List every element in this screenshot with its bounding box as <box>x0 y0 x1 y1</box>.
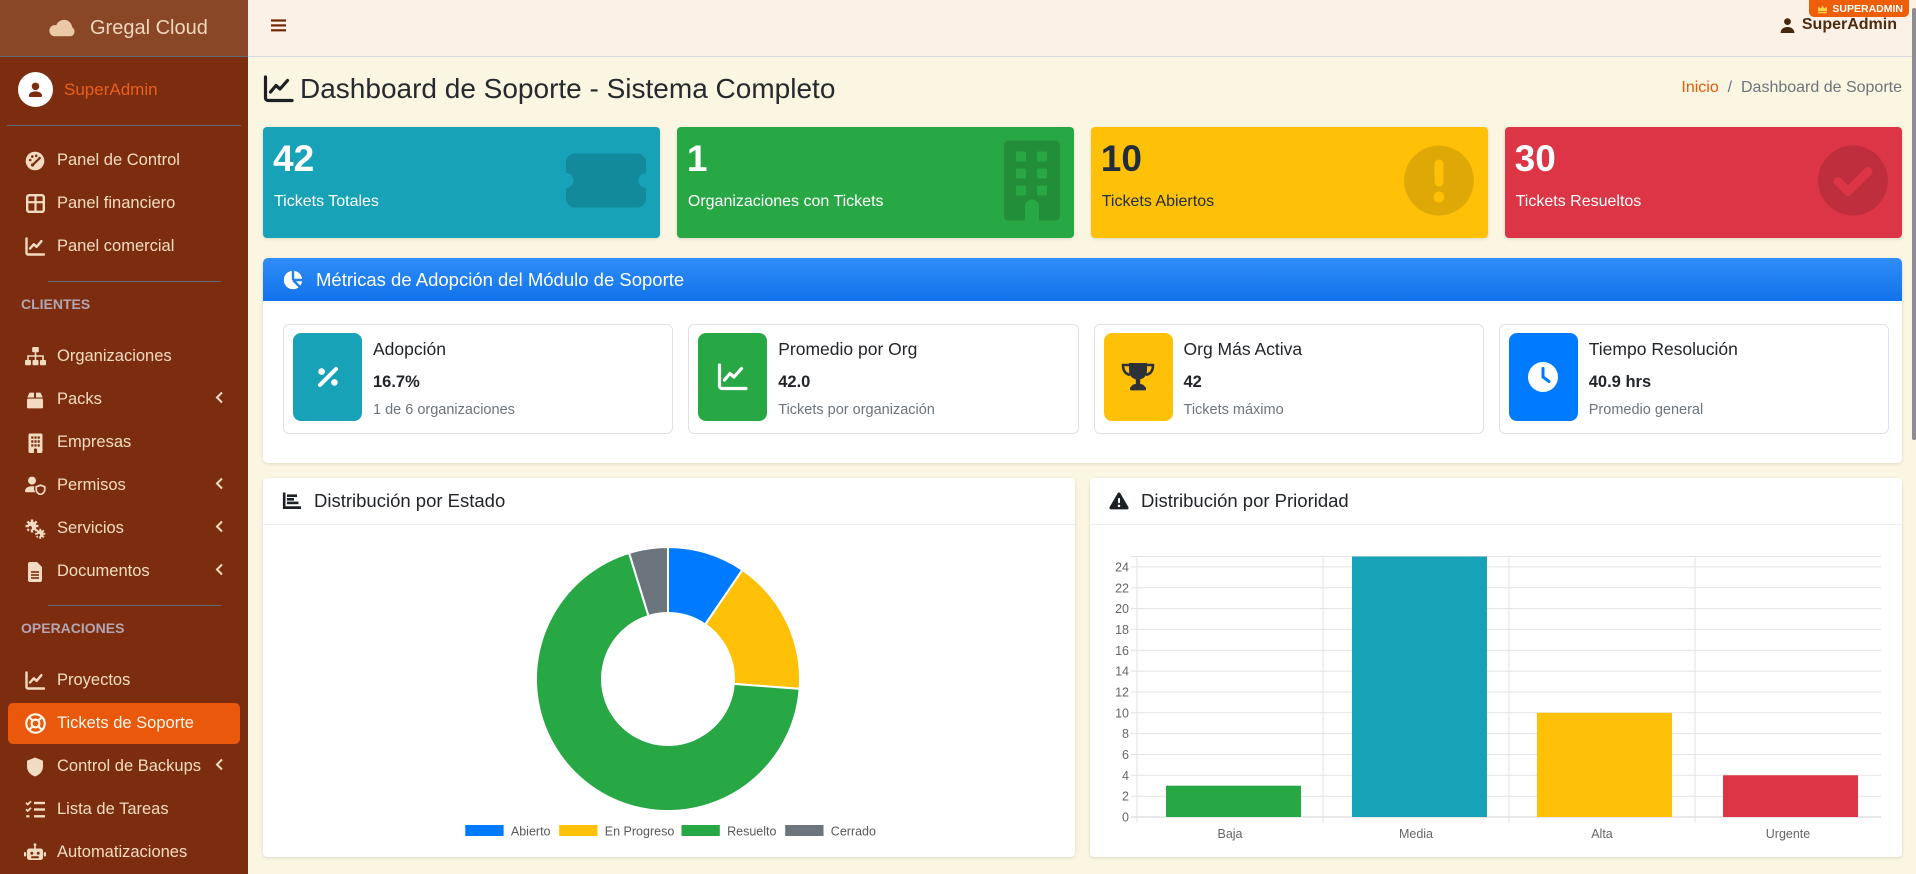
svg-text:4: 4 <box>1122 769 1129 783</box>
svg-text:0: 0 <box>1122 811 1129 825</box>
svg-text:16: 16 <box>1115 644 1129 658</box>
svg-text:24: 24 <box>1115 560 1129 574</box>
svg-text:8: 8 <box>1122 727 1129 741</box>
svg-text:12: 12 <box>1115 686 1129 700</box>
svg-text:Baja: Baja <box>1217 827 1242 841</box>
svg-text:10: 10 <box>1115 706 1129 720</box>
svg-text:En Progreso: En Progreso <box>605 825 675 839</box>
svg-text:6: 6 <box>1122 748 1129 762</box>
svg-text:Resuelto: Resuelto <box>727 825 776 839</box>
svg-text:2: 2 <box>1122 790 1129 804</box>
svg-text:Alta: Alta <box>1591 827 1613 841</box>
svg-text:Abierto: Abierto <box>511 825 551 839</box>
svg-text:Urgente: Urgente <box>1766 827 1811 841</box>
svg-text:Cerrado: Cerrado <box>831 825 876 839</box>
svg-text:20: 20 <box>1115 602 1129 616</box>
svg-text:14: 14 <box>1115 665 1129 679</box>
svg-text:18: 18 <box>1115 623 1129 637</box>
svg-text:22: 22 <box>1115 581 1129 595</box>
svg-text:Media: Media <box>1399 827 1433 841</box>
